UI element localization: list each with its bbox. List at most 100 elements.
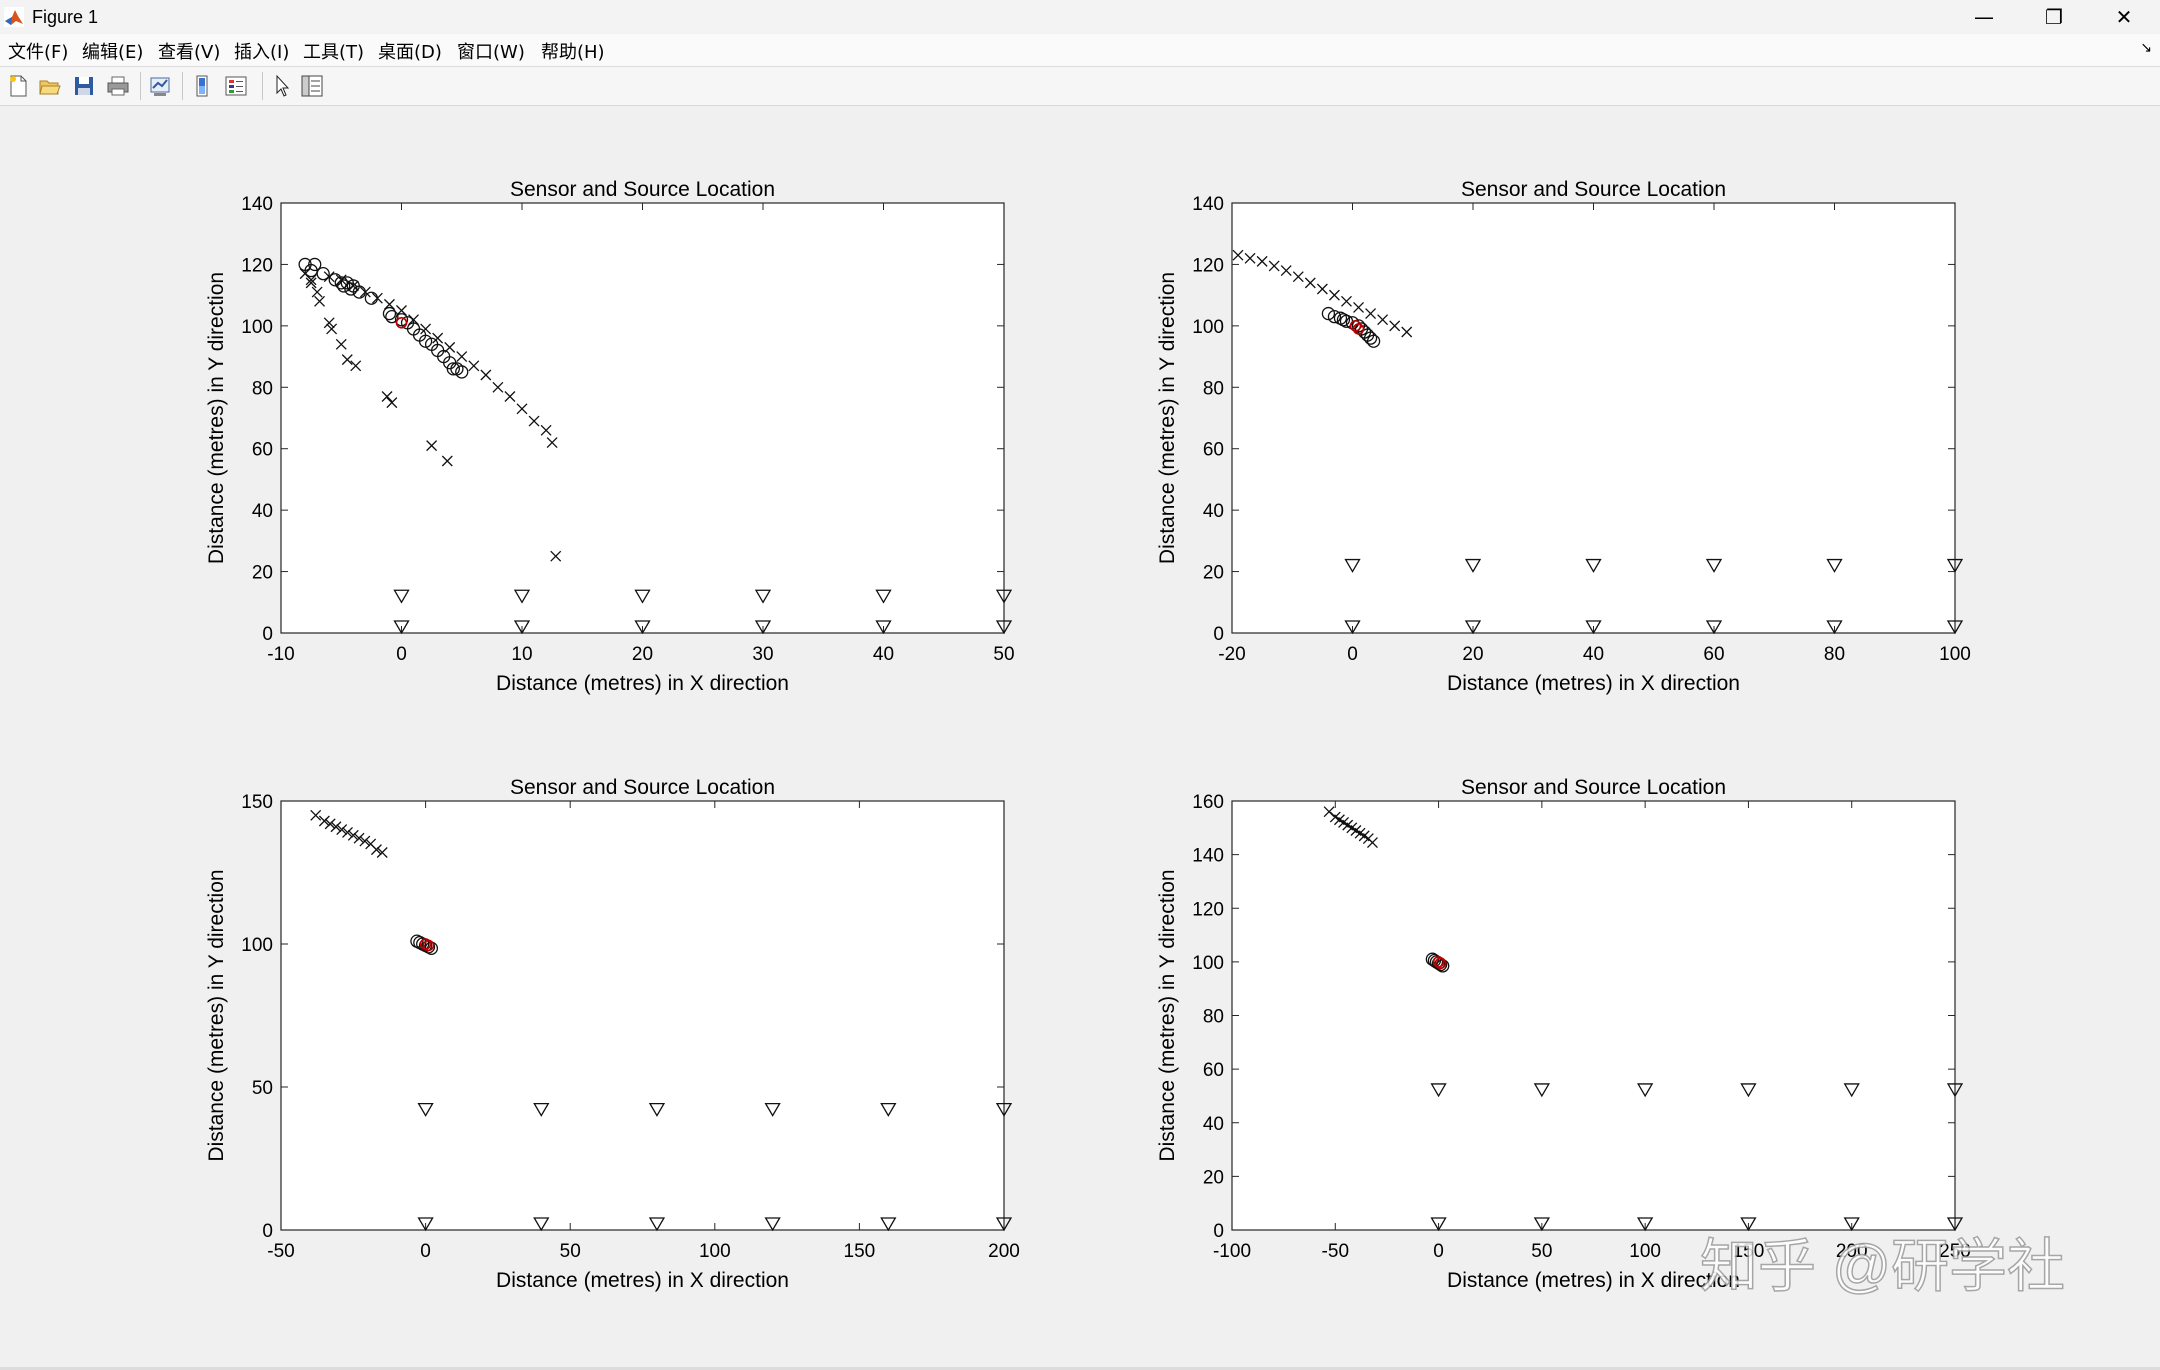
x-tick-label: -50 [1322,1241,1349,1262]
window-titlebar: Figure 1 — ❐ ✕ [0,0,2160,35]
y-axis-label: Distance (metres) in Y direction [205,272,228,564]
estimate-x-marker [550,550,562,562]
y-tick-label: 20 [1203,1167,1224,1188]
y-tick-label: 140 [1192,846,1224,867]
y-tick-label: 100 [241,317,273,338]
y-axis-label: Distance (metres) in Y direction [205,869,228,1161]
estimate-x-marker [330,821,342,833]
link-plot-icon[interactable] [148,74,172,98]
sensor-marker [764,1217,781,1232]
y-tick-label: 120 [1192,255,1224,276]
open-file-icon[interactable] [38,74,62,98]
estimate-x-marker [1256,255,1268,267]
estimate-x-marker [432,332,444,344]
y-tick-label: 40 [252,501,273,522]
estimate-x-marker [353,832,365,844]
estimate-circle-marker [446,362,460,376]
sensor-marker [1843,1083,1860,1098]
print-icon[interactable] [106,74,130,98]
save-icon[interactable] [72,74,96,98]
estimate-x-marker [396,305,407,316]
estimate-x-marker [420,323,432,335]
estimate-circle-marker [308,257,322,272]
estimate-x-marker [324,818,336,830]
y-axis-label: Distance (metres) in Y direction [1156,869,1179,1161]
axes-box [280,202,1005,634]
insert-colorbar-icon[interactable] [190,74,214,98]
estimate-x-marker [480,369,492,381]
x-axis-label: Distance (metres) in X direction [1447,672,1740,695]
estimate-x-marker [1304,277,1316,289]
menu-insert[interactable]: 插入(I) [234,42,290,63]
sensor-marker [880,1217,897,1232]
estimate-x-marker [1353,301,1364,313]
x-tick-label: 0 [1433,1241,1444,1262]
edit-plot-pointer-icon[interactable] [270,74,294,98]
y-tick-label: 140 [1192,194,1224,215]
sensor-marker [1705,558,1723,573]
sensor-marker [648,1217,666,1232]
estimate-x-marker [540,424,552,436]
figure-toolbar [0,67,2160,106]
estimate-x-marker [347,829,359,841]
y-tick-label: 100 [1192,317,1224,338]
estimate-x-marker [1377,314,1389,326]
estimate-circle-marker [1321,306,1336,321]
menu-file[interactable]: 文件(F) [8,42,69,63]
estimate-x-marker [516,403,528,415]
menu-help[interactable]: 帮助(H) [541,42,605,63]
menu-edit[interactable]: 编辑(E) [82,42,144,63]
estimate-x-marker [323,317,335,329]
y-tick-label: 40 [1203,1114,1224,1135]
sensor-marker [634,589,651,604]
x-tick-label: 100 [1939,644,1971,665]
sensor-marker [1533,1083,1550,1098]
x-tick-label: 100 [1629,1241,1661,1262]
restore-icon[interactable]: ❐ [2045,5,2063,29]
estimate-x-marker [504,391,516,402]
x-tick-label: 150 [1733,1241,1765,1262]
sensor-marker [417,1102,434,1117]
menu-desktop[interactable]: 桌面(D) [378,42,442,63]
sensor-marker [1344,620,1361,635]
sensor-marker [513,589,531,604]
estimate-circle-marker [1363,331,1378,345]
menu-view[interactable]: 查看(V) [158,42,221,63]
sensor-marker [1464,558,1482,573]
estimate-x-marker [318,815,330,827]
estimate-x-marker [468,360,480,372]
window-title: Figure 1 [32,7,99,27]
y-tick-label: 150 [241,792,273,813]
figure-canvas[interactable]: Sensor and Source Location-10 0 10 20 30 40 50… [0,106,2160,1368]
y-tick-label: 100 [241,935,273,956]
subplot-1: Sensor and Source Location-10 0 10 20 30 40 50… [205,178,1015,695]
close-icon[interactable]: ✕ [2115,5,2133,29]
chart-title: Sensor and Source Location [1461,178,1726,201]
estimate-circle-marker [1366,334,1381,348]
menu-tools[interactable]: 工具(T) [303,42,365,63]
x-tick-label: 150 [844,1241,876,1262]
x-tick-label: 50 [560,1241,581,1262]
estimate-circle-marker [418,334,433,348]
sensor-marker [393,620,410,635]
y-tick-label: 140 [241,194,273,215]
sensor-marker [513,620,531,635]
insert-legend-icon[interactable] [224,74,248,98]
estimate-circle-marker [364,291,379,305]
sensor-marker [995,1217,1013,1232]
y-tick-label: 0 [262,624,273,645]
estimate-x-marker [1341,295,1352,307]
source-marker [1352,323,1365,335]
minimize-icon[interactable]: — [1974,5,1994,29]
sensor-marker [754,589,772,604]
property-inspector-icon[interactable] [300,74,324,98]
subplot-4: Sensor and Source Location -100 -50 0 50 100 1… [1156,776,1971,1292]
sensor-marker [1585,558,1602,573]
x-tick-label: 20 [1462,644,1483,665]
sensor-marker [875,589,892,604]
new-figure-icon[interactable] [6,74,30,98]
menu-window[interactable]: 窗口(W) [457,42,525,63]
sensor-marker [1430,1217,1447,1232]
dock-figure-icon[interactable]: ↘ [2140,40,2152,56]
menu-bar: 文件(F) 编辑(E) 查看(V) 插入(I) 工具(T) 桌面(D) 窗口(W… [0,34,2160,67]
